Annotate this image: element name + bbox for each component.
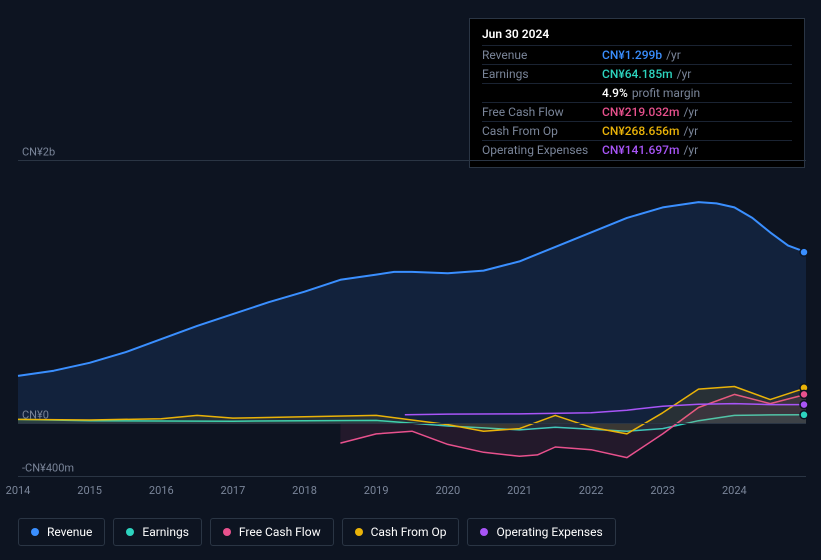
chart-tooltip: Jun 30 2024 RevenueCN¥1.299b/yrEarningsC… [469, 18, 805, 168]
legend-item-free-cash-flow[interactable]: Free Cash Flow [210, 518, 334, 546]
tooltip-row-label [482, 86, 602, 100]
tooltip-row-label: Cash From Op [482, 124, 602, 138]
grid-line [18, 160, 806, 161]
end-marker [800, 390, 808, 398]
tooltip-row-value: CN¥141.697m [602, 143, 679, 157]
tooltip-row-label: Earnings [482, 67, 602, 81]
tooltip-row-suffix: /yr [683, 124, 698, 138]
tooltip-row: RevenueCN¥1.299b/yr [482, 45, 792, 64]
legend-item-operating-expenses[interactable]: Operating Expenses [467, 518, 615, 546]
tooltip-row-label: Operating Expenses [482, 143, 602, 157]
legend-item-label: Revenue [47, 525, 92, 539]
y-axis-label: CN¥2b [22, 146, 55, 159]
grid-line [18, 476, 806, 477]
tooltip-date: Jun 30 2024 [482, 27, 792, 41]
legend-item-label: Free Cash Flow [239, 525, 321, 539]
x-axis-label: 2022 [579, 484, 604, 497]
x-axis-label: 2014 [6, 484, 31, 497]
x-axis-label: 2020 [435, 484, 460, 497]
y-axis-label: -CN¥400m [22, 462, 74, 475]
tooltip-row: 4.9% profit margin [482, 83, 792, 102]
tooltip-row: EarningsCN¥64.185m/yr [482, 64, 792, 83]
tooltip-row: Free Cash FlowCN¥219.032m/yr [482, 102, 792, 121]
legend-item-cash-from-op[interactable]: Cash From Op [342, 518, 460, 546]
chart-area[interactable] [18, 160, 806, 476]
tooltip-row-suffix: /yr [683, 143, 698, 157]
x-axis-label: 2024 [722, 484, 747, 497]
tooltip-row: Cash From OpCN¥268.656m/yr [482, 121, 792, 140]
tooltip-row-value: CN¥64.185m [602, 67, 673, 81]
x-axis-label: 2021 [507, 484, 532, 497]
legend-item-label: Cash From Op [371, 525, 447, 539]
tooltip-row-value: 4.9% [602, 86, 628, 100]
tooltip-row-value: CN¥1.299b [602, 48, 662, 62]
grid-line [18, 423, 806, 424]
series-fill-revenue [18, 202, 806, 423]
legend-item-label: Earnings [142, 525, 189, 539]
legend-dot-icon [355, 528, 363, 536]
x-axis-label: 2019 [364, 484, 389, 497]
chart-svg [18, 160, 806, 476]
tooltip-row-suffix: /yr [683, 105, 698, 119]
tooltip-row: Operating ExpensesCN¥141.697m/yr [482, 140, 792, 159]
x-axis-label: 2015 [77, 484, 102, 497]
end-marker [800, 411, 808, 419]
tooltip-row-suffix: profit margin [632, 86, 700, 100]
x-axis-label: 2017 [221, 484, 246, 497]
legend-dot-icon [126, 528, 134, 536]
tooltip-row-suffix: /yr [666, 48, 681, 62]
legend-item-label: Operating Expenses [496, 525, 602, 539]
x-axis-label: 2023 [650, 484, 675, 497]
x-axis: 2014201520162017201820192020202120222023… [18, 484, 806, 500]
tooltip-row-label: Free Cash Flow [482, 105, 602, 119]
legend-dot-icon [31, 528, 39, 536]
legend-item-revenue[interactable]: Revenue [18, 518, 105, 546]
legend: Revenue Earnings Free Cash Flow Cash From O… [18, 518, 616, 546]
x-axis-label: 2018 [292, 484, 317, 497]
tooltip-row-value: CN¥268.656m [602, 124, 679, 138]
end-marker [800, 401, 808, 409]
legend-dot-icon [480, 528, 488, 536]
x-axis-label: 2016 [149, 484, 174, 497]
y-axis-label: CN¥0 [22, 409, 49, 422]
end-marker [800, 248, 808, 256]
tooltip-row-value: CN¥219.032m [602, 105, 679, 119]
legend-item-earnings[interactable]: Earnings [113, 518, 202, 546]
legend-dot-icon [223, 528, 231, 536]
tooltip-row-label: Revenue [482, 48, 602, 62]
tooltip-row-suffix: /yr [677, 67, 692, 81]
